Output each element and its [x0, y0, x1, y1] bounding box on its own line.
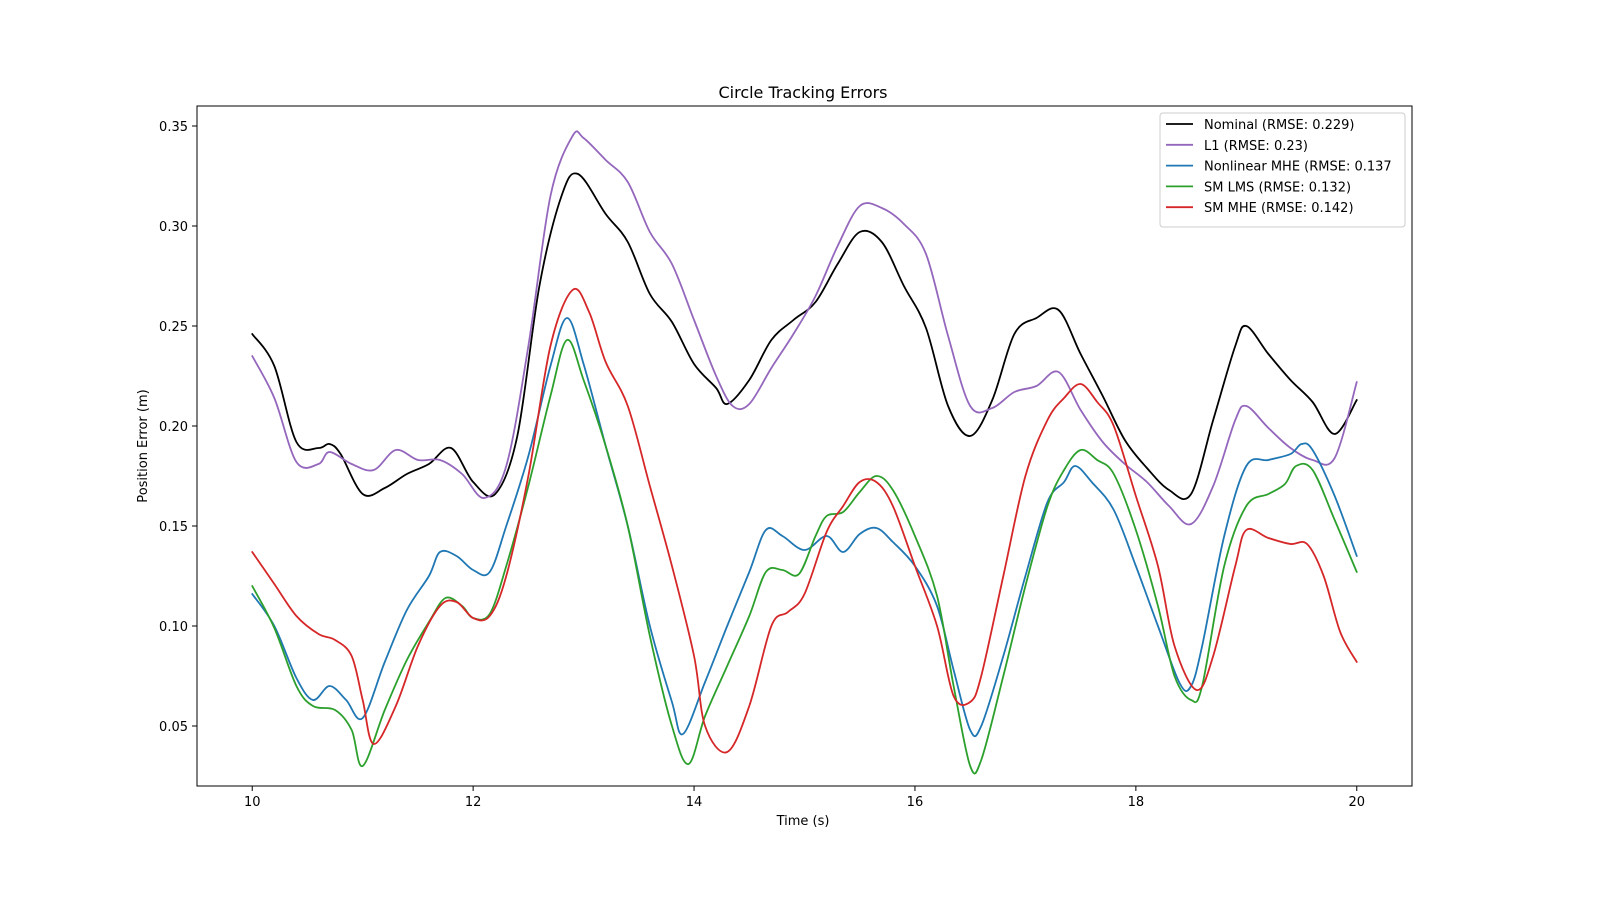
x-tick-label: 20 — [1348, 795, 1365, 810]
x-tick-label: 18 — [1128, 795, 1145, 810]
x-tick-label: 14 — [686, 795, 703, 810]
x-tick-label: 12 — [465, 795, 482, 810]
y-tick-label: 0.25 — [159, 320, 188, 335]
y-tick-label: 0.20 — [159, 420, 188, 435]
x-axis-label: Time (s) — [776, 814, 830, 829]
chart-title: Circle Tracking Errors — [718, 83, 887, 102]
legend-box — [1159, 112, 1406, 228]
plot-lines — [251, 130, 1358, 775]
series-line-2 — [251, 317, 1358, 738]
series-line-0 — [251, 172, 1358, 500]
legend-label: L1 (RMSE: 0.23) — [1204, 139, 1308, 154]
plot-frame — [196, 105, 1413, 787]
series-line-4 — [251, 287, 1358, 754]
legend-label: SM LMS (RMSE: 0.132) — [1204, 180, 1351, 195]
legend: Nominal (RMSE: 0.229) L1 (RMSE: 0.23) Nonl… — [1159, 112, 1406, 228]
y-axis-label: Position Error (m) — [136, 389, 151, 502]
y-axis: 0.05 0.10 0.15 0.20 0.25 0.30 0.35 — [159, 120, 197, 735]
legend-label: Nonlinear MHE (RMSE: 0.137 — [1204, 160, 1392, 175]
x-axis: 10 12 14 16 18 20 — [244, 786, 1365, 810]
legend-label: Nominal (RMSE: 0.229) — [1204, 118, 1355, 133]
y-tick-label: 0.15 — [159, 520, 188, 535]
series-line-1 — [251, 130, 1358, 526]
x-tick-label: 10 — [244, 795, 261, 810]
y-tick-label: 0.10 — [159, 620, 188, 635]
y-tick-label: 0.05 — [159, 720, 188, 735]
legend-label: SM MHE (RMSE: 0.142) — [1204, 201, 1354, 216]
y-tick-label: 0.30 — [159, 220, 188, 235]
series-line-3 — [251, 339, 1358, 775]
x-tick-label: 16 — [907, 795, 924, 810]
y-tick-label: 0.35 — [159, 120, 188, 135]
